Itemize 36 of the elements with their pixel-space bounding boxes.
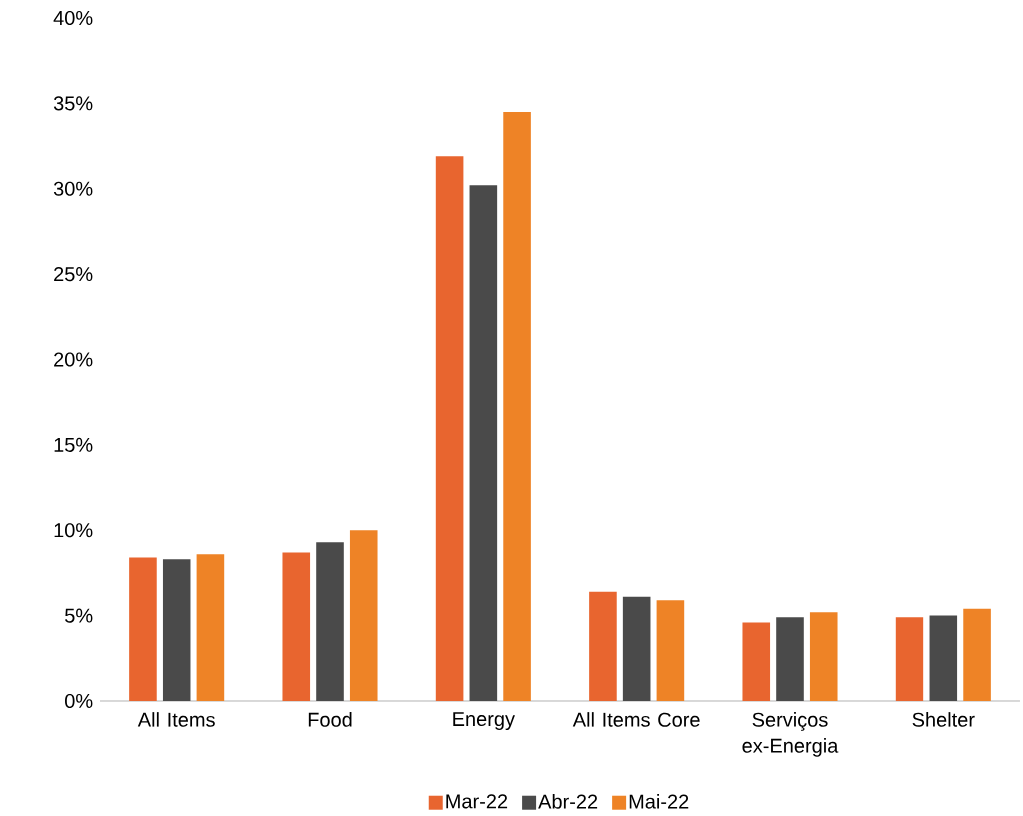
y-tick-label: 40% bbox=[53, 10, 93, 26]
x-tick-label: All Items bbox=[137, 712, 215, 727]
bar bbox=[282, 552, 311, 701]
legend-label: Mar-22 bbox=[446, 794, 508, 809]
y-tick-label: 0% bbox=[65, 693, 93, 709]
bar bbox=[435, 156, 464, 701]
x-tick-label: Energy bbox=[453, 712, 515, 731]
x-tick-label: Shelter bbox=[912, 712, 975, 727]
y-tick-label: 10% bbox=[54, 523, 93, 538]
x-tick-label: Food bbox=[308, 712, 352, 727]
bar bbox=[589, 591, 617, 701]
bar bbox=[162, 559, 191, 701]
y-tick-label: 30% bbox=[53, 181, 93, 196]
bar bbox=[963, 608, 991, 701]
bar bbox=[742, 622, 771, 701]
legend-label: Abr-22 bbox=[538, 793, 598, 809]
bar bbox=[656, 600, 685, 701]
legend-label: Mai-22 bbox=[629, 793, 689, 809]
bar bbox=[316, 542, 344, 701]
bar bbox=[809, 612, 838, 701]
y-tick-label: 5% bbox=[65, 608, 93, 623]
y-tick-label: 35% bbox=[53, 96, 93, 111]
bar bbox=[895, 617, 924, 701]
bar bbox=[929, 615, 958, 701]
y-tick-label: 20% bbox=[54, 352, 93, 367]
x-tick-label: Serviços ex-Energia bbox=[742, 712, 839, 757]
bar bbox=[469, 185, 498, 701]
x-tick-label: All Items Core bbox=[572, 712, 700, 727]
bar bbox=[129, 557, 157, 701]
y-tick-label: 15% bbox=[54, 437, 93, 452]
bar bbox=[503, 111, 531, 701]
bar bbox=[776, 617, 804, 701]
bar bbox=[196, 554, 225, 701]
bar bbox=[349, 530, 378, 701]
bar bbox=[622, 596, 651, 701]
y-tick-label: 25% bbox=[54, 267, 93, 282]
